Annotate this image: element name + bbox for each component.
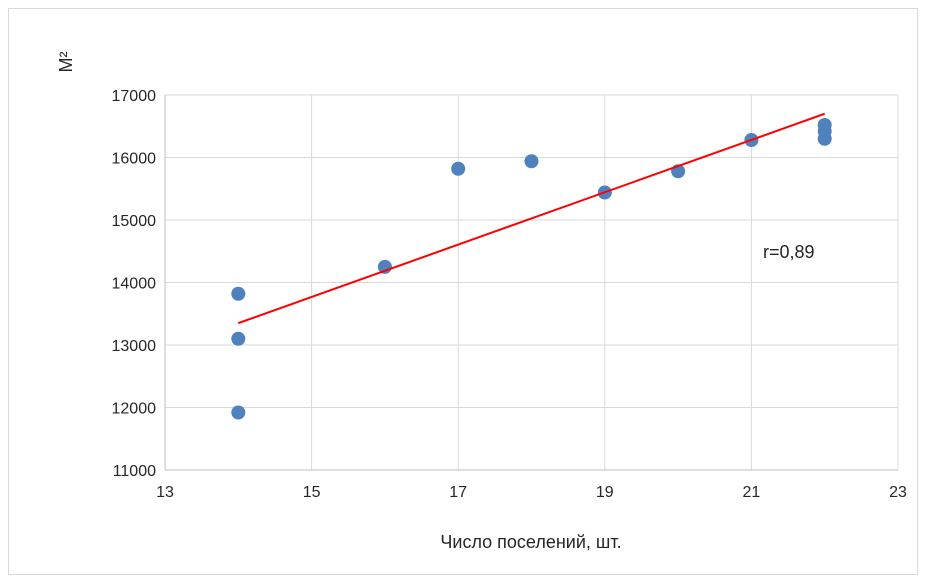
y-tick-label: 13000 xyxy=(112,338,157,355)
x-axis-label: Число поселений, шт. xyxy=(440,532,621,552)
y-axis-label: М² xyxy=(56,52,76,73)
y-tick-label: 11000 xyxy=(113,463,156,480)
x-tick-label: 19 xyxy=(596,484,614,501)
y-tick-label: 14000 xyxy=(112,276,157,293)
trendline-segment xyxy=(237,112,826,325)
y-tick-label: 16000 xyxy=(112,151,157,168)
grid-lines xyxy=(165,94,899,470)
data-point xyxy=(231,331,246,346)
y-tick-label: 17000 xyxy=(112,88,157,105)
x-tick-label: 17 xyxy=(449,484,467,501)
y-tick-label: 12000 xyxy=(112,401,157,418)
data-point xyxy=(231,405,246,420)
chart-frame xyxy=(8,8,918,575)
correlation-annotation: r=0,89 xyxy=(763,242,815,262)
data-point xyxy=(524,154,539,169)
y-tick-label: 15000 xyxy=(112,213,157,230)
data-point xyxy=(231,286,246,301)
data-points xyxy=(231,118,832,420)
x-tick-label: 13 xyxy=(156,484,174,501)
y-tick-labels: 11000 12000 13000 14000 15000 16000 17000 xyxy=(112,88,157,480)
trendline xyxy=(237,112,826,325)
x-tick-label: 15 xyxy=(303,484,321,501)
data-point xyxy=(817,131,832,146)
x-tick-label: 23 xyxy=(889,484,907,501)
data-point xyxy=(451,161,466,176)
x-tick-labels: 13 15 17 19 21 23 xyxy=(156,484,907,501)
axes xyxy=(164,95,898,471)
x-tick-label: 21 xyxy=(743,484,761,501)
